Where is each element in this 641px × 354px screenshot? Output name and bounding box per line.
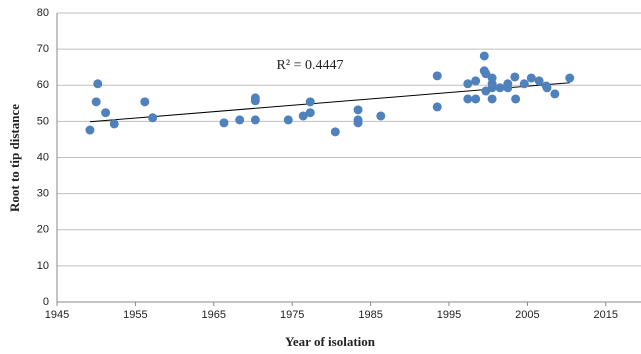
point [542,83,552,93]
point [479,51,489,61]
point [503,83,513,93]
point [85,125,95,135]
point [463,94,473,104]
x-tick-label: 2005 [515,309,539,321]
point [565,73,575,83]
point [109,119,119,129]
y-tick-label: 80 [37,7,49,19]
y-tick-label: 40 [37,151,49,163]
point [283,115,293,125]
x-tick-label: 1995 [437,309,461,321]
point [305,97,315,107]
point [463,79,473,89]
point [510,72,520,82]
point [148,113,158,123]
y-tick-label: 60 [37,79,49,91]
point [330,127,340,137]
point [376,111,386,121]
point [235,115,245,125]
x-tick-label: 1945 [45,309,69,321]
y-tick-label: 70 [37,43,49,55]
x-tick-label: 1985 [358,309,382,321]
point [495,83,505,93]
point [298,111,308,121]
point [219,118,229,128]
point [93,79,103,89]
y-tick-label: 30 [37,188,49,200]
point [487,83,497,93]
point [481,69,491,79]
point [432,102,442,112]
point [432,71,442,81]
x-axis-title: Year of isolation [285,334,376,349]
y-tick-label: 50 [37,115,49,127]
point [550,89,560,99]
point [353,118,363,128]
y-axis-title: Root to tip distance [7,104,22,212]
point [487,94,497,104]
point [305,108,315,118]
point [101,108,111,118]
y-tick-label: 10 [37,260,49,272]
point [471,76,481,86]
point [91,97,101,107]
point [526,73,536,83]
point [250,115,260,125]
point [140,97,150,107]
point [353,105,363,115]
x-tick-label: 1965 [202,309,226,321]
x-tick-label: 1975 [280,309,304,321]
point [250,96,260,106]
y-tick-label: 0 [43,296,49,308]
point [471,94,481,104]
point [534,76,544,86]
annotation: R² = 0.4447 [277,58,344,73]
y-tick-label: 20 [37,224,49,236]
x-tick-label: 1955 [123,309,147,321]
x-tick-label: 2015 [594,309,618,321]
point [511,94,521,104]
point [519,79,529,89]
